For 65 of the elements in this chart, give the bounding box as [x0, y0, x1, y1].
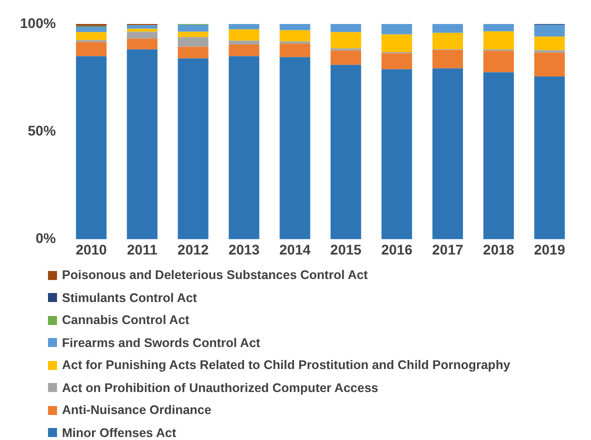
bar — [178, 46, 208, 58]
bar — [382, 34, 412, 52]
bar — [76, 32, 107, 40]
y-tick-label: 0% — [36, 230, 56, 246]
legend-label: Poisonous and Deleterious Substances Control Act — [62, 268, 368, 282]
bar — [76, 56, 107, 240]
bar — [330, 32, 362, 48]
bar — [178, 37, 208, 47]
bar — [382, 69, 412, 240]
bar — [126, 25, 158, 29]
bar — [76, 27, 107, 32]
x-tick-label: 2019 — [534, 241, 566, 258]
bar — [432, 68, 463, 240]
bar — [178, 58, 208, 240]
x-tick-label: 2013 — [228, 241, 260, 258]
bar — [228, 40, 260, 44]
legend-label: Minor Offenses Act — [62, 426, 176, 440]
x-tick-label: 2014 — [279, 241, 311, 258]
bar — [126, 28, 158, 32]
bar — [228, 56, 260, 240]
legend-label: Anti-Nuisance Ordinance — [62, 403, 212, 418]
bar — [432, 32, 463, 50]
bar — [76, 42, 107, 56]
bar — [330, 24, 362, 32]
legend-label: Cannabis Control Act — [62, 313, 190, 328]
bar — [534, 52, 565, 77]
y-tick-label: 50% — [28, 122, 56, 138]
x-tick-label: 2016 — [381, 241, 413, 258]
bar — [432, 24, 463, 33]
bar — [228, 29, 260, 41]
bar — [483, 31, 514, 50]
x-tick-label: 2017 — [432, 241, 464, 258]
x-tick-label: 2011 — [127, 241, 158, 258]
legend-label: Act on Prohibition of Unauthorized Computer Access — [62, 380, 378, 395]
bar — [483, 50, 514, 72]
bar — [126, 32, 158, 39]
bar — [483, 72, 514, 240]
bar — [382, 53, 412, 70]
bar — [483, 24, 514, 32]
bar — [126, 49, 158, 240]
bar — [178, 32, 208, 38]
bar — [280, 57, 310, 240]
bar — [126, 38, 158, 50]
bar — [382, 24, 412, 34]
bar — [534, 36, 565, 50]
bar — [280, 30, 310, 42]
x-tick-label: 2018 — [483, 241, 514, 258]
bar — [280, 44, 310, 58]
bar — [178, 24, 208, 32]
x-tick-label: 2015 — [330, 241, 362, 258]
bar — [280, 24, 310, 30]
bar — [534, 76, 565, 240]
bar — [280, 41, 310, 44]
x-tick-label: 2010 — [76, 241, 108, 258]
legend-label: Act for Punishing Acts Related to Child Prostitution and Child Pornography — [62, 358, 510, 372]
bar — [534, 24, 565, 36]
bar — [432, 50, 463, 68]
legend-label: Firearms and Swords Control Act — [62, 336, 260, 350]
x-tick-label: 2012 — [178, 241, 209, 258]
bar — [228, 44, 260, 56]
y-tick-label: 100% — [20, 14, 56, 31]
bar — [228, 24, 260, 30]
bar — [330, 50, 362, 65]
bar — [330, 64, 362, 240]
legend-label: Stimulants Control Act — [62, 290, 197, 305]
